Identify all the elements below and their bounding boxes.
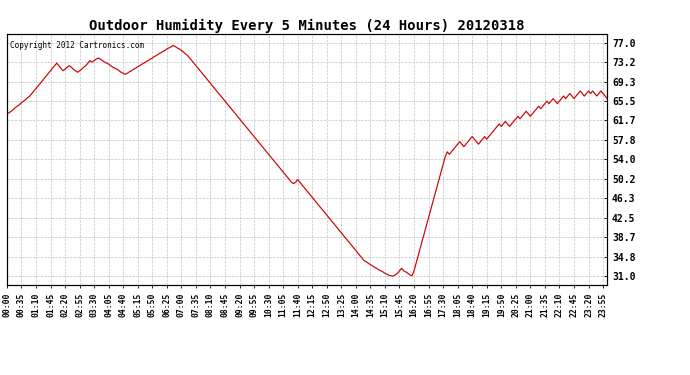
Title: Outdoor Humidity Every 5 Minutes (24 Hours) 20120318: Outdoor Humidity Every 5 Minutes (24 Hou… [89, 18, 525, 33]
Text: Copyright 2012 Cartronics.com: Copyright 2012 Cartronics.com [10, 41, 144, 50]
